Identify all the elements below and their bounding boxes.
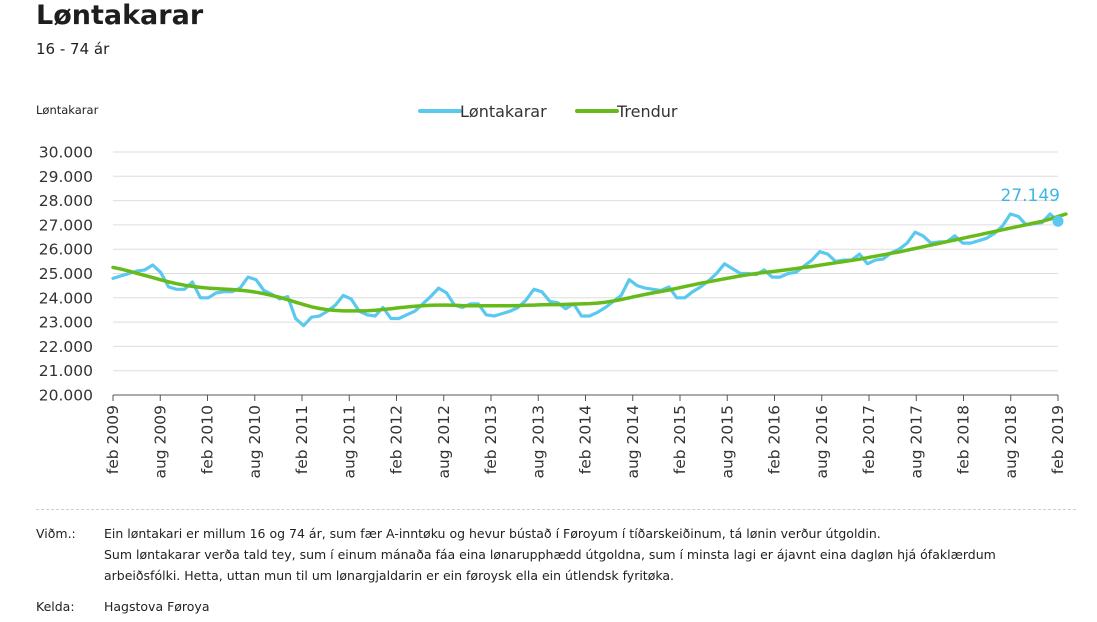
x-tick-label: feb 2009 (104, 405, 122, 474)
series-line-0 (111, 212, 1060, 328)
x-tick-label: feb 2018 (955, 405, 973, 474)
x-tick-label: feb 2019 (1049, 405, 1067, 474)
x-tick-label: feb 2016 (766, 405, 784, 474)
x-tick-label: aug 2012 (435, 405, 453, 479)
footnote-line-1: Ein løntakari er millum 16 og 74 ár, sum… (104, 526, 881, 541)
last-value-label: 27.149 (1001, 186, 1060, 206)
source-label: Kelda: (36, 599, 75, 614)
x-tick-label: aug 2013 (529, 405, 547, 479)
x-tick-label: feb 2014 (577, 405, 595, 474)
y-tick-label: 21.000 (39, 362, 93, 380)
y-tick-label: 25.000 (39, 265, 93, 283)
last-point (1052, 215, 1064, 227)
page-title: Løntakarar (36, 0, 204, 31)
x-tick-label: feb 2012 (388, 405, 406, 474)
x-axis-ticks: feb 2009 aug 2009 feb 2010 aug 2010 feb 2011… (104, 395, 1067, 479)
x-tick-label: aug 2016 (813, 405, 831, 479)
source-value: Hagstova Føroya (104, 599, 210, 614)
x-tick-label: aug 2010 (246, 405, 264, 479)
x-tick-label: aug 2017 (907, 405, 925, 479)
x-tick-label: feb 2011 (293, 405, 311, 474)
x-tick-label: aug 2009 (151, 405, 169, 479)
legend-label: Trendur (616, 102, 678, 121)
y-tick-label: 28.000 (39, 192, 93, 210)
x-tick-label: aug 2015 (718, 405, 736, 479)
x-tick-label: aug 2014 (624, 405, 642, 479)
footnote-line-3: arbeiðsfólki. Hetta, uttan mun til um lø… (104, 568, 675, 583)
footer-divider (36, 509, 1076, 510)
y-tick-label: 27.000 (39, 216, 93, 234)
y-tick-label: 29.000 (39, 168, 93, 186)
source: Kelda: Hagstova Føroya (36, 596, 1076, 618)
page-subtitle: 16 - 74 ár (36, 40, 110, 58)
y-axis-label: Løntakarar (36, 103, 99, 117)
y-tick-label: 23.000 (39, 314, 93, 332)
chart-legend: Løntakarar Trendur (418, 102, 678, 121)
chart-grid (113, 151, 1058, 396)
x-tick-label: feb 2013 (482, 405, 500, 474)
x-tick-label: aug 2011 (340, 405, 358, 479)
y-tick-label: 20.000 (39, 387, 93, 405)
series-line-1 (111, 212, 1068, 313)
y-tick-label: 26.000 (39, 241, 93, 259)
x-tick-label: feb 2015 (671, 405, 689, 474)
x-tick-label: aug 2018 (1002, 405, 1020, 479)
footnote-line-2: Sum løntakarar verða tald tey, sum í ein… (104, 547, 996, 562)
y-tick-label: 24.000 (39, 289, 93, 307)
x-tick-label: feb 2010 (199, 405, 217, 474)
footnote-label: Viðm.: (36, 526, 76, 541)
footnote: Viðm.: Ein løntakari er millum 16 og 74 … (36, 523, 1076, 593)
y-tick-label: 22.000 (39, 338, 93, 356)
legend-label: Løntakarar (460, 102, 547, 121)
line-chart: Løntakarar Løntakarar Trendur 20.000 21.00… (36, 102, 1068, 479)
last-value-marker: 27.149 (1001, 186, 1064, 227)
y-axis-ticks: 20.000 21.000 22.000 23.000 24.000 25.000 26.0… (39, 144, 93, 405)
y-tick-label: 30.000 (39, 144, 93, 162)
x-tick-label: feb 2017 (860, 405, 878, 474)
chart-series (111, 212, 1068, 328)
